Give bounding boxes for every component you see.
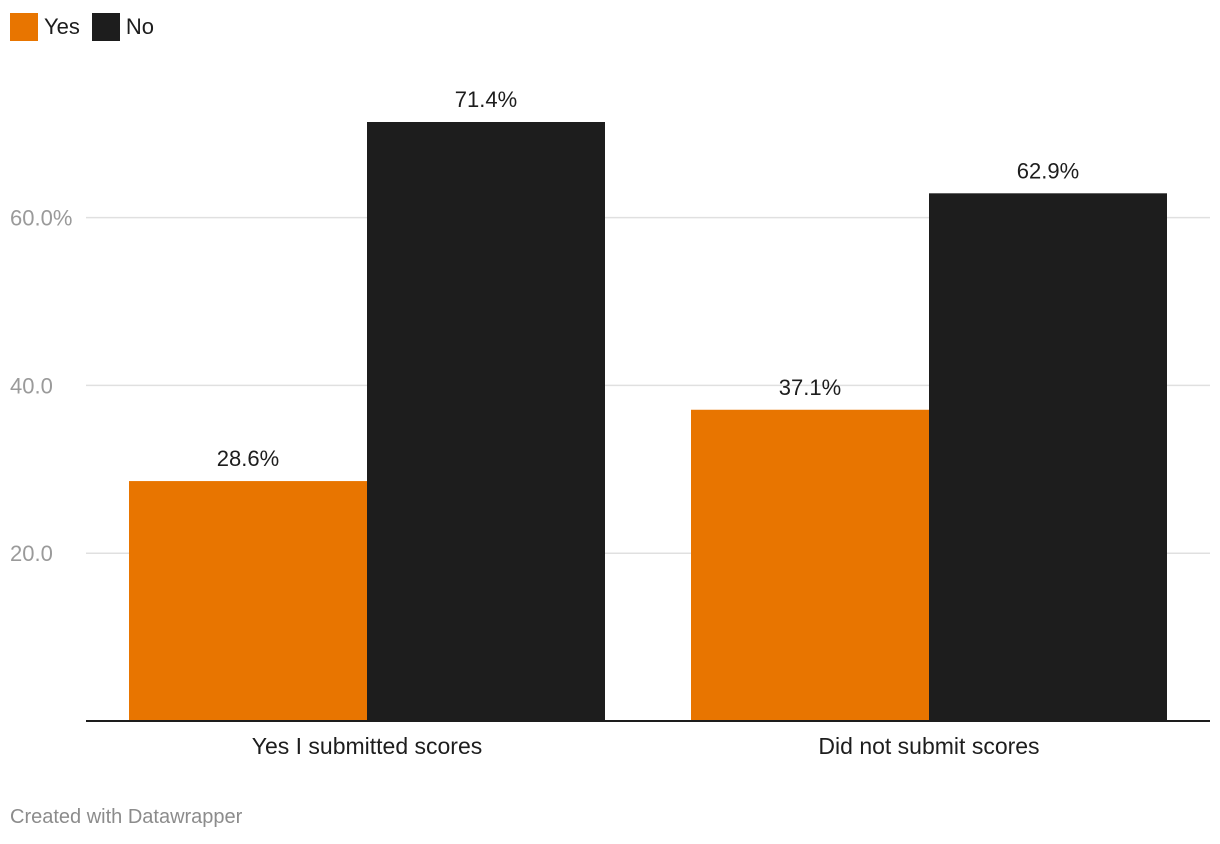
x-tick-label: Yes I submitted scores: [252, 733, 483, 759]
x-tick-label: Did not submit scores: [818, 733, 1039, 759]
bar-yes: [129, 481, 367, 721]
legend-item-no: No: [91, 13, 155, 41]
x-axis-labels: Yes I submitted scores Did not submit sco…: [252, 733, 1040, 759]
y-tick-label: 20.0: [10, 541, 53, 566]
legend-item-yes: Yes: [10, 13, 80, 41]
value-label: 62.9%: [1017, 158, 1079, 183]
value-labels: 28.6% 71.4% 37.1% 62.9%: [217, 87, 1079, 471]
bar-no: [929, 193, 1167, 722]
y-tick-label: 40.0: [10, 373, 53, 398]
legend-label-no: No: [125, 14, 155, 39]
bar-yes: [691, 409, 929, 721]
legend-swatch-yes: [10, 13, 38, 41]
y-tick-label: 60.0%: [10, 206, 72, 231]
footer-credit: Created with Datawrapper: [10, 806, 243, 828]
bar-no: [367, 122, 605, 721]
legend-swatch-no: [91, 13, 120, 41]
value-label: 37.1%: [779, 375, 841, 400]
value-label: 28.6%: [217, 446, 279, 471]
chart-legend: Yes No: [10, 12, 166, 42]
bars: [129, 122, 1167, 722]
legend-label-yes: Yes: [44, 14, 80, 39]
value-label: 71.4%: [455, 87, 517, 112]
